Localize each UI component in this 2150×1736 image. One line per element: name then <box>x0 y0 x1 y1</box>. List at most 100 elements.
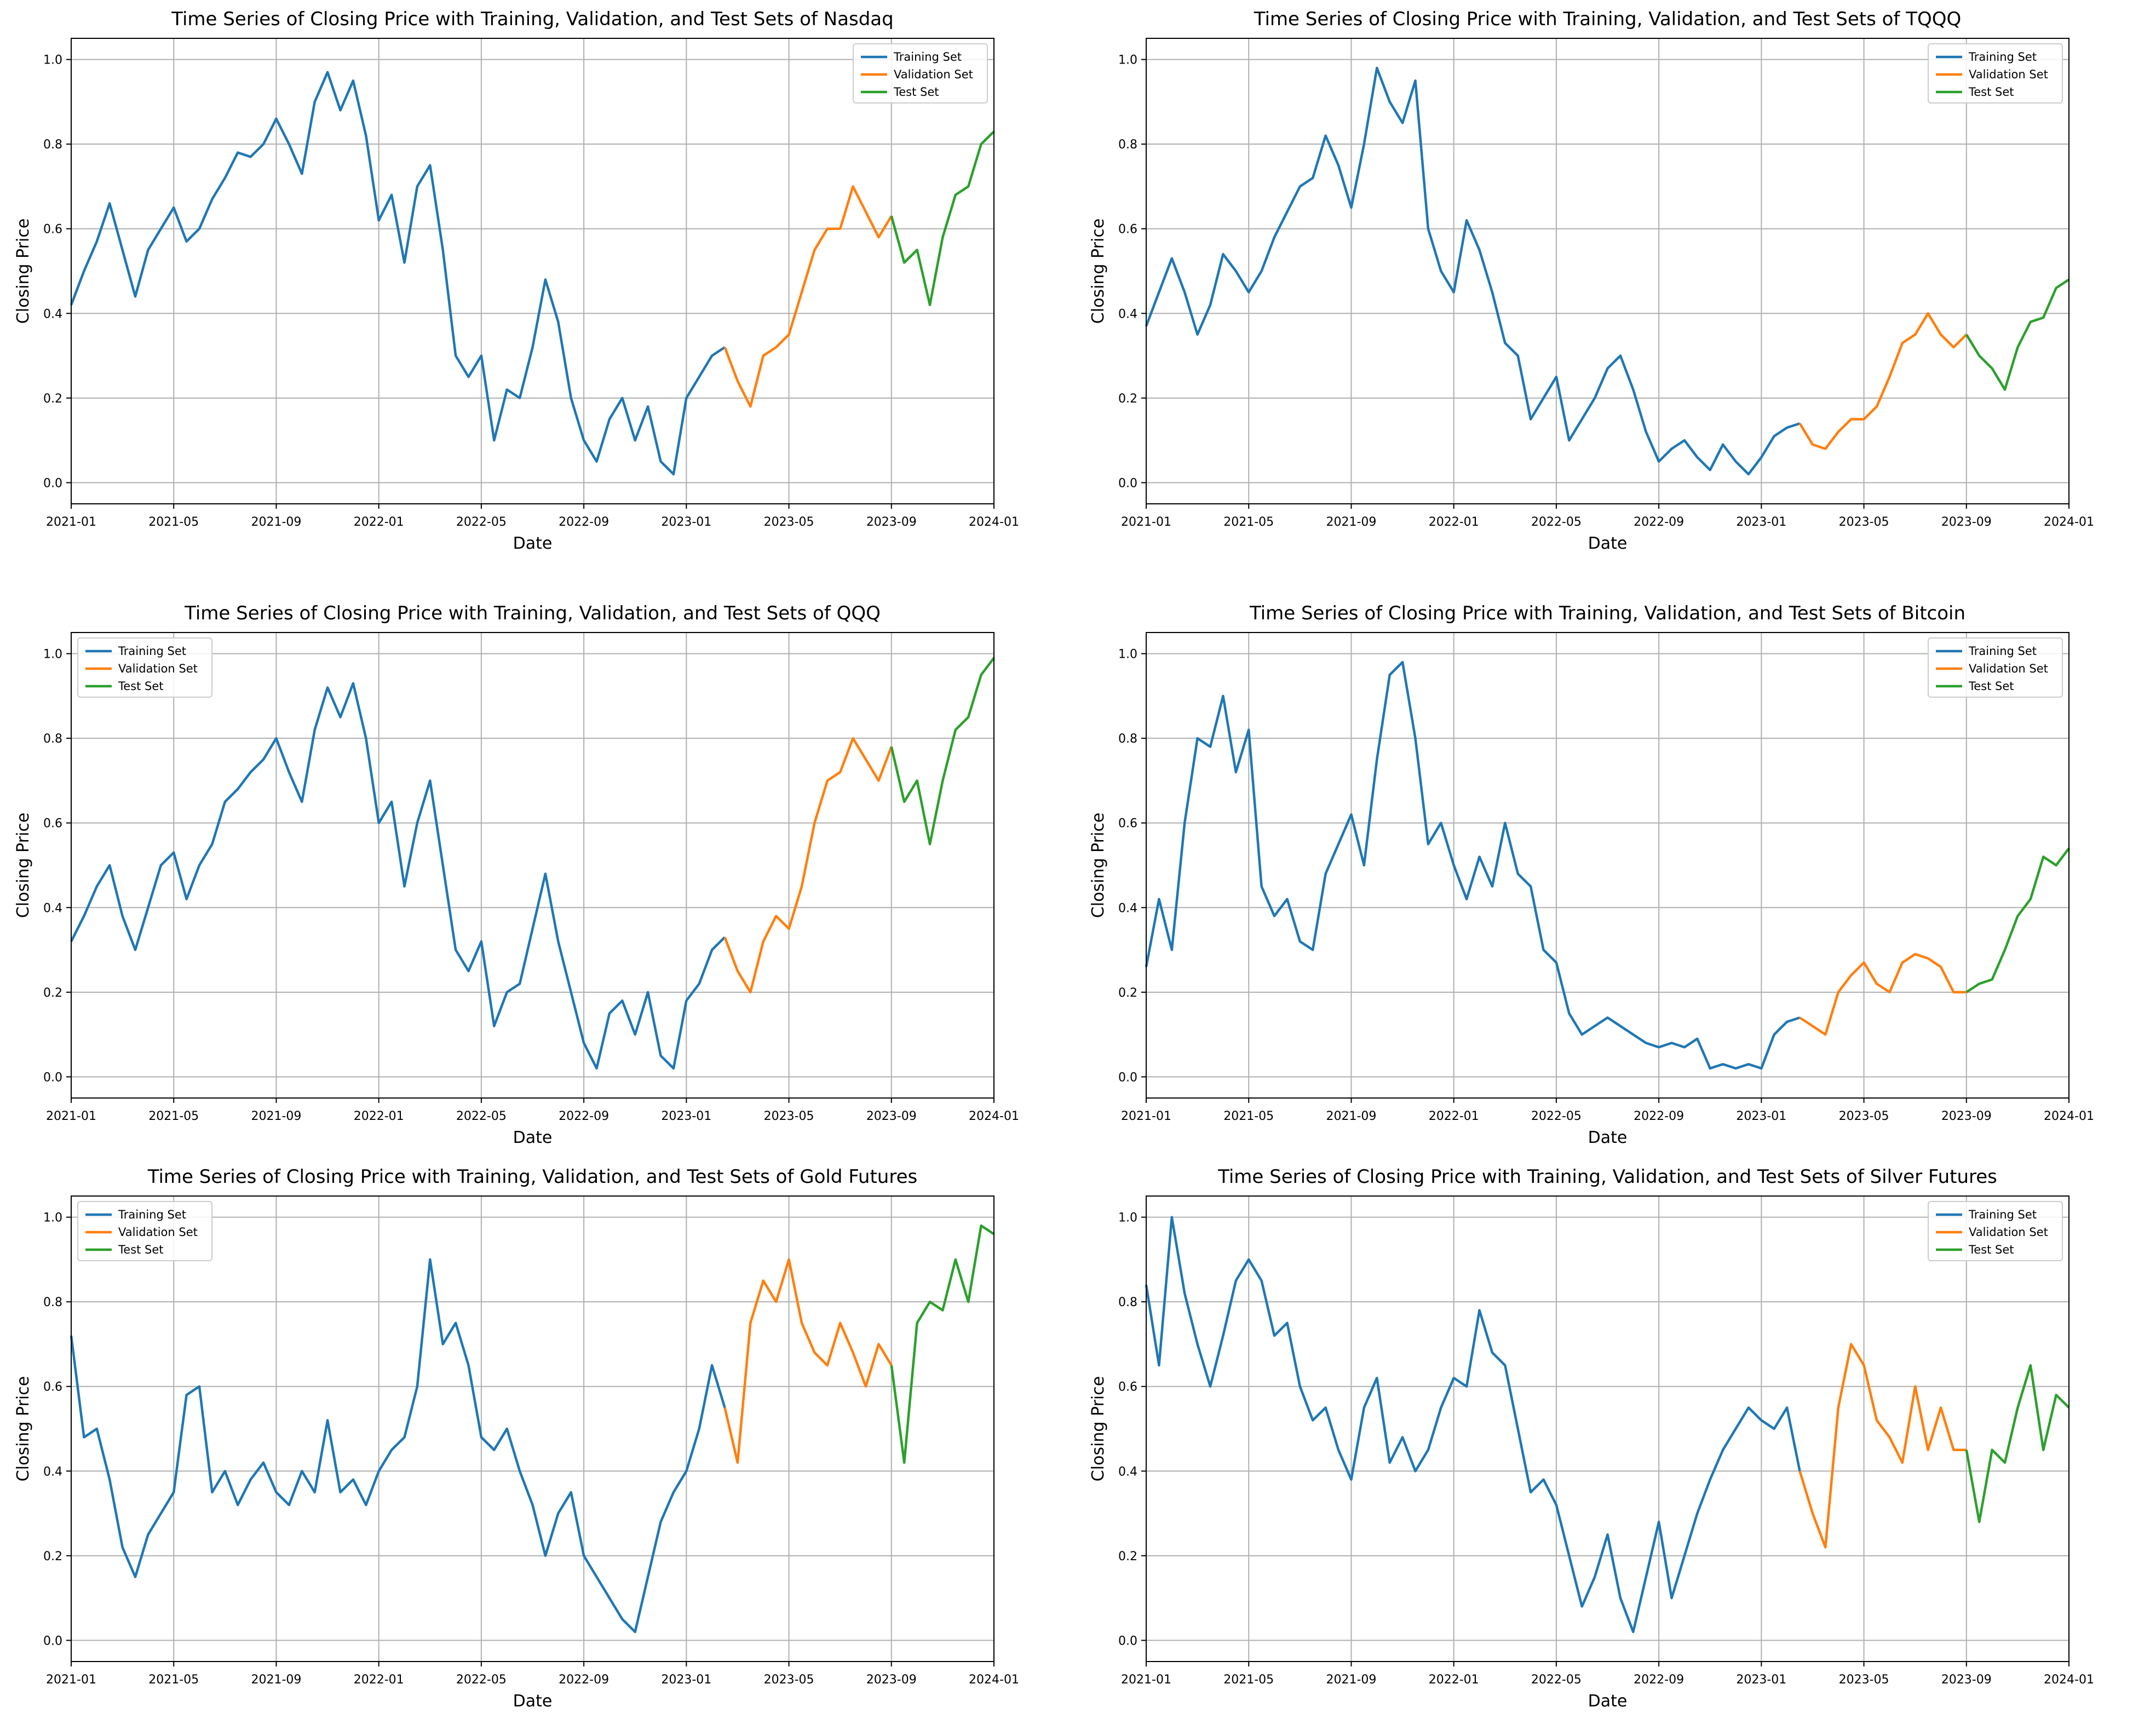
x-tick-label: 2024-01 <box>969 515 1019 529</box>
y-tick-label: 0.8 <box>43 732 62 746</box>
legend-box <box>77 637 212 698</box>
x-tick-label: 2023-01 <box>661 1673 711 1687</box>
series-line-test-set <box>1965 847 2070 993</box>
x-tick-label: 2021-05 <box>148 515 199 529</box>
x-tick-label: 2024-01 <box>2044 1673 2094 1687</box>
x-tick-label: 2022-01 <box>354 515 404 529</box>
x-axis-label: Date <box>513 534 553 553</box>
x-tick-label: 2022-09 <box>1634 1110 1684 1123</box>
x-tick-label: 2023-09 <box>1941 1673 1992 1687</box>
x-axis-label: Date <box>513 1692 553 1711</box>
y-tick-label: 0.4 <box>1118 307 1137 321</box>
y-tick-label: 0.8 <box>1118 732 1137 746</box>
y-tick-label: 0.6 <box>43 817 62 831</box>
x-tick-label: 2022-05 <box>456 1110 507 1123</box>
chart-panel: Time Series of Closing Price with Traini… <box>1089 8 2094 553</box>
series-line-test-set <box>1965 278 2070 391</box>
x-tick-label: 2023-09 <box>866 1673 917 1687</box>
axes-frame <box>1146 1195 2069 1662</box>
y-tick-label: 0.8 <box>1118 138 1137 152</box>
x-tick-label: 2024-01 <box>969 1110 1019 1123</box>
legend: Training Set Validation Set Test Set <box>1928 637 2063 698</box>
y-tick-label: 0.4 <box>43 1465 62 1479</box>
y-tick-label: 0.8 <box>43 138 62 152</box>
x-tick-label: 2023-05 <box>1839 1673 1889 1687</box>
y-axis-label: Closing Price <box>14 219 33 324</box>
legend-label: Training Set <box>1968 645 2037 658</box>
y-tick-label: 0.4 <box>43 307 62 321</box>
x-tick-label: 2021-09 <box>1326 1110 1376 1123</box>
x-tick-label: 2024-01 <box>2044 1110 2094 1123</box>
series-line-training-set <box>1145 66 1801 476</box>
y-tick-label: 0.2 <box>43 1550 62 1563</box>
legend-label: Validation Set <box>894 68 973 81</box>
y-axis-label: Closing Price <box>1089 219 1108 324</box>
y-tick-label: 1.0 <box>43 54 62 67</box>
y-tick-label: 0.0 <box>43 1634 62 1648</box>
axes-frame <box>71 632 994 1099</box>
x-tick-label: 2024-01 <box>2044 515 2094 529</box>
legend-label: Training Set <box>1968 50 2037 64</box>
x-axis-label: Date <box>1588 1128 1628 1147</box>
y-tick-label: 0.0 <box>1118 1071 1137 1084</box>
legend-label: Validation Set <box>1969 68 2048 81</box>
legend: Training Set Validation Set Test Set <box>77 1201 212 1261</box>
y-tick-label: 0.6 <box>1118 817 1137 831</box>
chart-panel: Time Series of Closing Price with Traini… <box>14 8 1019 553</box>
y-tick-label: 0.2 <box>1118 1550 1137 1563</box>
x-tick-label: 2021-05 <box>148 1110 199 1123</box>
series-line-training-set <box>1145 1216 1801 1634</box>
chart-title: Time Series of Closing Price with Traini… <box>171 8 893 30</box>
y-tick-label: 0.0 <box>1118 476 1137 490</box>
series-line-validation-set <box>723 185 893 408</box>
axes-frame <box>1146 38 2069 504</box>
x-tick-label: 2022-09 <box>559 1110 609 1123</box>
y-tick-label: 0.6 <box>1118 1381 1137 1394</box>
x-tick-label: 2021-05 <box>1223 1673 1274 1687</box>
x-tick-label: 2022-05 <box>456 515 507 529</box>
x-tick-label: 2022-01 <box>1429 1110 1479 1123</box>
chart-title: Time Series of Closing Price with Traini… <box>147 1166 917 1188</box>
legend-label: Training Set <box>893 50 962 64</box>
y-tick-label: 1.0 <box>1118 648 1137 662</box>
x-tick-label: 2021-05 <box>148 1673 199 1687</box>
x-tick-label: 2021-01 <box>46 515 96 529</box>
x-tick-label: 2023-01 <box>661 515 711 529</box>
series-line-training-set <box>70 71 726 476</box>
series-line-validation-set <box>1799 953 1967 1036</box>
x-tick-label: 2021-09 <box>251 1110 301 1123</box>
x-tick-label: 2023-05 <box>764 515 814 529</box>
x-tick-label: 2021-05 <box>1223 1110 1274 1123</box>
x-tick-label: 2023-01 <box>661 1110 711 1123</box>
x-axis-label: Date <box>513 1128 553 1147</box>
legend: Training Set Validation Set Test Set <box>1928 43 2063 104</box>
x-tick-label: 2023-05 <box>764 1110 814 1123</box>
series-line-validation-set <box>723 737 893 994</box>
series-line-training-set <box>1145 660 1801 1070</box>
legend-label: Validation Set <box>1969 662 2048 675</box>
series-line-test-set <box>890 1224 995 1464</box>
legend-label: Test Set <box>1968 1243 2014 1256</box>
legend-box <box>1928 1201 2063 1261</box>
chart-title: Time Series of Closing Price with Traini… <box>184 602 881 624</box>
legend-box <box>77 1201 212 1261</box>
y-tick-label: 0.0 <box>43 476 62 490</box>
legend-label: Test Set <box>118 680 164 693</box>
x-tick-label: 2022-05 <box>1531 1673 1582 1687</box>
x-tick-label: 2023-09 <box>1941 515 1992 529</box>
y-tick-label: 0.6 <box>1118 223 1137 237</box>
x-tick-label: 2022-09 <box>1634 515 1684 529</box>
legend-label: Test Set <box>118 1243 164 1256</box>
y-tick-label: 0.2 <box>43 392 62 406</box>
y-tick-label: 0.2 <box>1118 986 1137 1000</box>
legend-label: Validation Set <box>118 1226 198 1239</box>
chart-panel: Time Series of Closing Price with Traini… <box>1089 1166 2094 1711</box>
x-tick-label: 2021-01 <box>1121 1673 1171 1687</box>
chart-panel: Time Series of Closing Price with Traini… <box>14 1166 1019 1711</box>
x-tick-label: 2022-09 <box>559 515 609 529</box>
series-line-training-set <box>70 1258 726 1634</box>
x-tick-label: 2023-01 <box>1736 1110 1786 1123</box>
y-axis-label: Closing Price <box>14 813 33 918</box>
x-tick-label: 2021-09 <box>251 1673 301 1687</box>
